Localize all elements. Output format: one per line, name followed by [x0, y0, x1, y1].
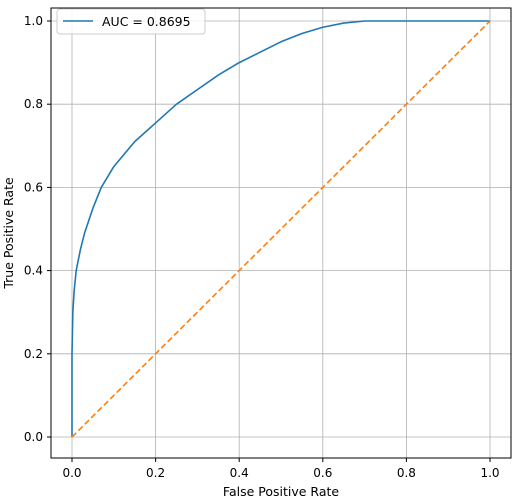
- legend-label: AUC = 0.8695: [102, 14, 191, 29]
- y-tick-label: 0.6: [24, 180, 43, 194]
- y-tick-label: 0.4: [24, 264, 43, 278]
- grid-lines: [51, 8, 511, 458]
- chance-diagonal-line: [71, 20, 491, 438]
- x-tick-label: 1.0: [480, 466, 499, 480]
- legend: AUC = 0.8695: [56, 8, 206, 35]
- x-tick-label: 0.2: [146, 466, 165, 480]
- x-tick-label: 0.8: [397, 466, 416, 480]
- x-tick-label: 0.4: [230, 466, 249, 480]
- plot-area-frame: [50, 7, 512, 459]
- y-tick-label: 0.2: [24, 347, 43, 361]
- y-axis-title: True Positive Rate: [1, 177, 16, 290]
- y-tick-label: 1.0: [24, 14, 43, 28]
- axis-ticks: 0.0 0.2 0.4 0.6 0.8 1.0 0.0 0.2 0.4 0.6 0.8 1.0: [24, 14, 500, 480]
- plot-series: [71, 20, 491, 438]
- x-tick-label: 0.0: [62, 466, 81, 480]
- y-tick-label: 0.0: [24, 430, 43, 444]
- y-tick-label: 0.8: [24, 97, 43, 111]
- legend-box: [56, 8, 206, 35]
- x-tick-label: 0.6: [313, 466, 332, 480]
- roc-curve-line: [71, 20, 490, 437]
- x-axis-title: False Positive Rate: [223, 484, 339, 498]
